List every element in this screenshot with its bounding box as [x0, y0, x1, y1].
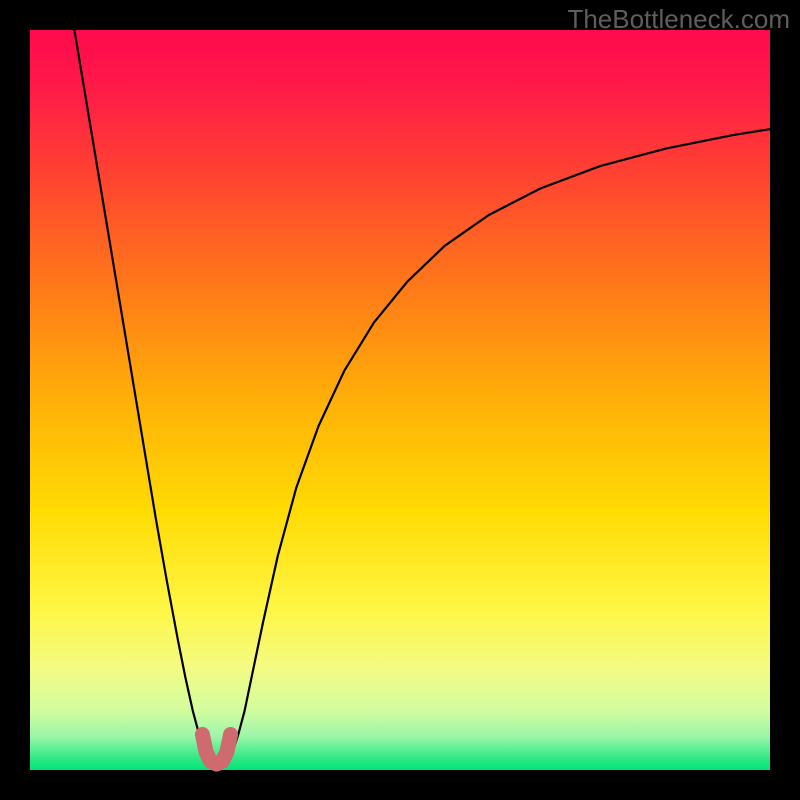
chart-stage: TheBottleneck.com: [0, 0, 800, 800]
chart-background: [30, 30, 770, 770]
bottleneck-curve-chart: [0, 0, 800, 800]
